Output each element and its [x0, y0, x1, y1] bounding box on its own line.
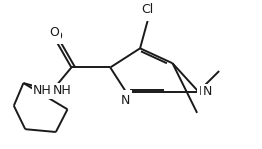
Text: N: N [202, 85, 212, 98]
Text: NH: NH [33, 84, 52, 97]
Text: Cl: Cl [142, 7, 154, 20]
Text: O: O [52, 30, 62, 43]
Text: O: O [50, 26, 59, 39]
Text: N: N [121, 92, 130, 105]
Text: N: N [121, 94, 130, 107]
Text: N: N [198, 85, 208, 98]
Text: Cl: Cl [142, 3, 154, 16]
Text: NH: NH [53, 84, 72, 97]
